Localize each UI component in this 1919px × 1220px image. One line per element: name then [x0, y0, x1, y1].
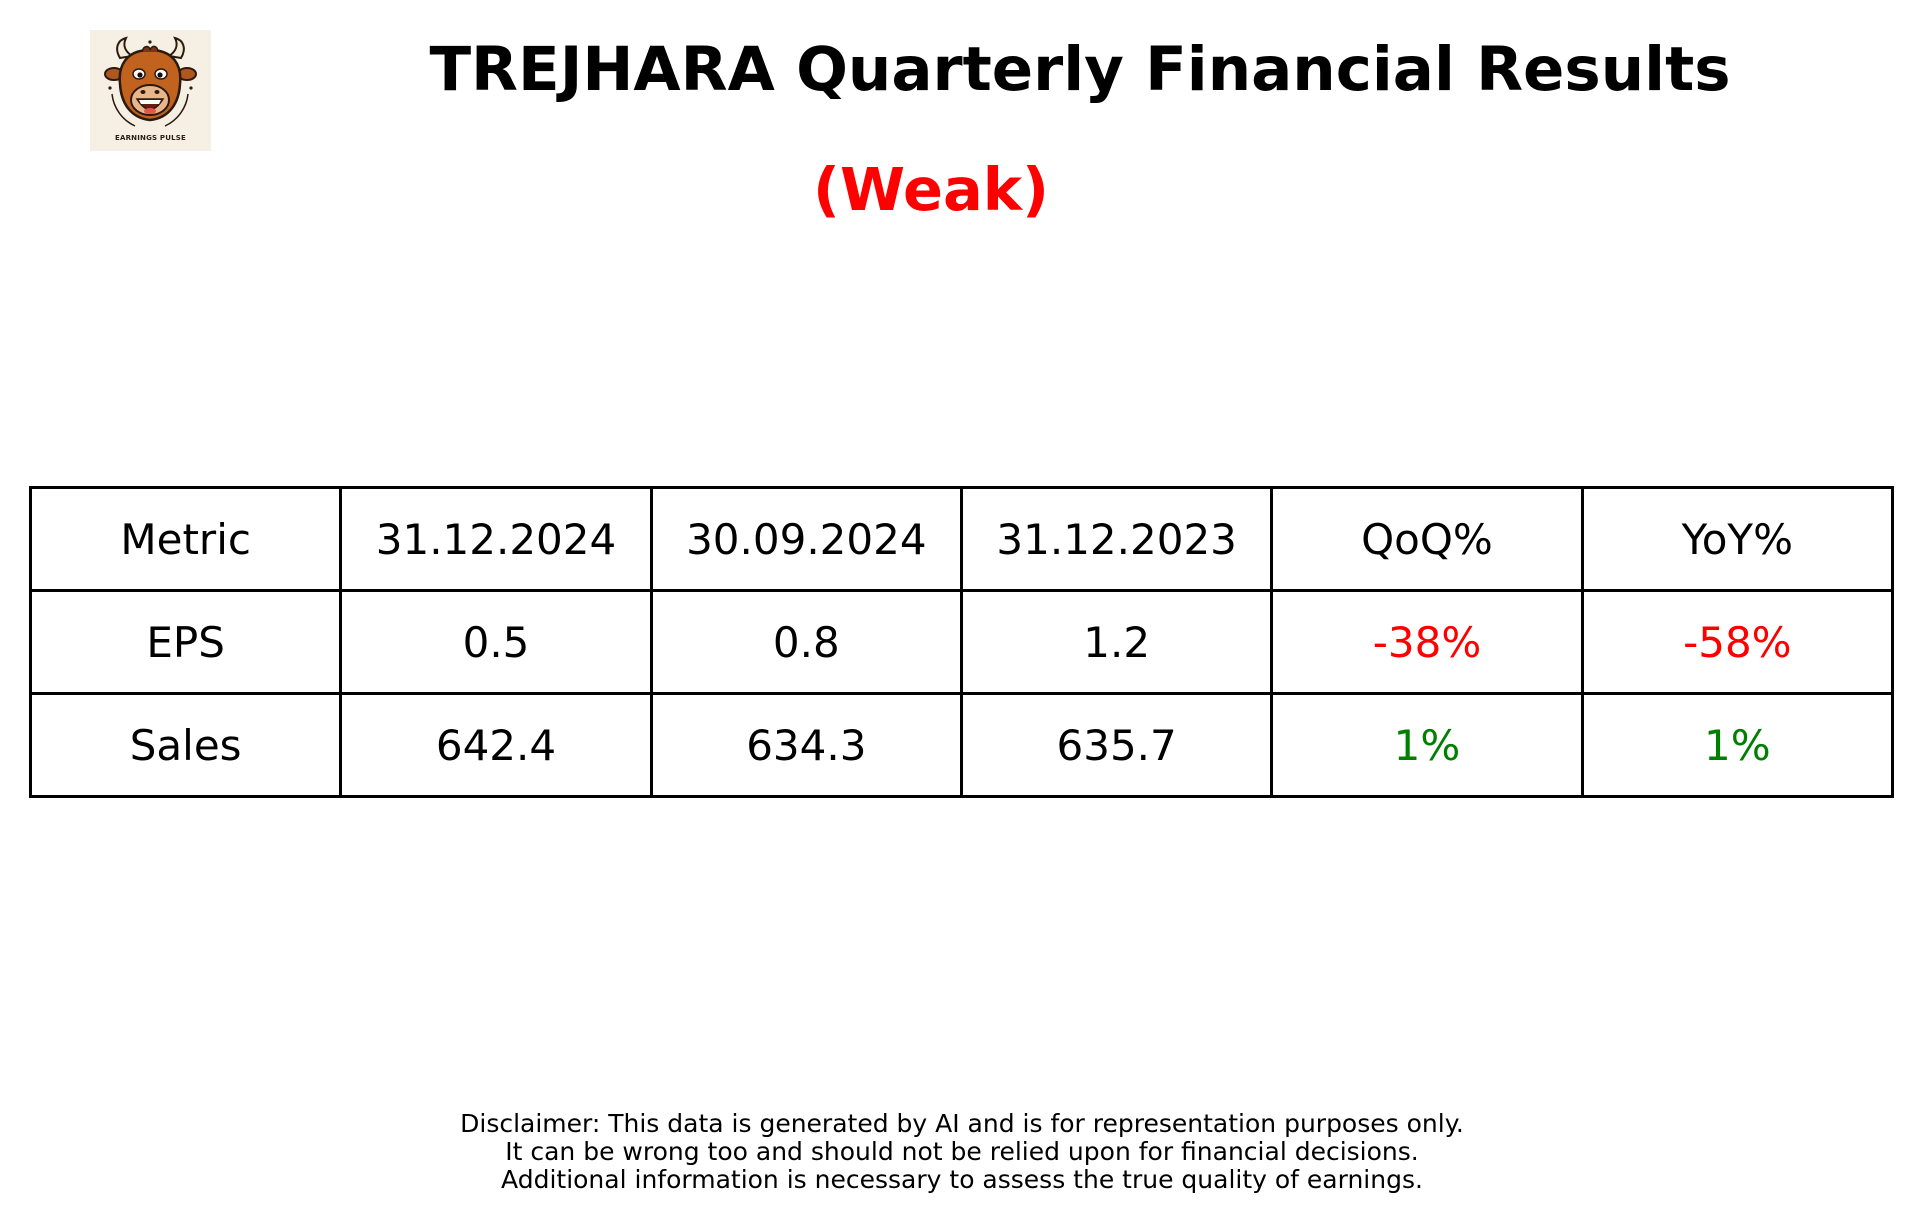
- qoq-cell: -38%: [1270, 589, 1584, 695]
- disclaimer: Disclaimer: This data is generated by AI…: [0, 1110, 1919, 1194]
- header-cell-current-quarter: 31.12.2024: [339, 486, 653, 592]
- table-header-row: Metric 31.12.2024 30.09.2024 31.12.2023 …: [28, 486, 1895, 592]
- table-row-eps: EPS 0.5 0.8 1.2 -38% -58%: [28, 589, 1895, 695]
- rating-label: (Weak): [813, 155, 1049, 224]
- logo-text: EARNINGS PULSE: [114, 134, 187, 142]
- disclaimer-line: It can be wrong too and should not be re…: [505, 1137, 1419, 1166]
- yoy-cell: 1%: [1580, 692, 1895, 798]
- value-cell: 634.3: [649, 692, 963, 798]
- bull-mascot-icon: [104, 36, 197, 127]
- header-cell-year-ago-quarter: 31.12.2023: [959, 486, 1274, 592]
- header-cell-metric: Metric: [28, 486, 343, 592]
- value-cell: 0.8: [649, 589, 963, 695]
- page-title: TREJHARA Quarterly Financial Results: [429, 34, 1731, 105]
- header-cell-yoy: YoY%: [1580, 486, 1895, 592]
- results-table: Metric 31.12.2024 30.09.2024 31.12.2023 …: [28, 486, 1895, 798]
- logo: EARNINGS PULSE: [90, 30, 211, 151]
- value-cell: 1.2: [959, 589, 1274, 695]
- value-cell: 642.4: [339, 692, 653, 798]
- qoq-cell: 1%: [1270, 692, 1584, 798]
- disclaimer-line: Disclaimer: This data is generated by AI…: [460, 1109, 1464, 1138]
- disclaimer-line: Additional information is necessary to a…: [501, 1165, 1423, 1194]
- yoy-cell: -58%: [1580, 589, 1895, 695]
- header-cell-qoq: QoQ%: [1270, 486, 1584, 592]
- value-cell: 0.5: [339, 589, 653, 695]
- header-cell-previous-quarter: 30.09.2024: [649, 486, 963, 592]
- value-cell: 635.7: [959, 692, 1274, 798]
- table-row-sales: Sales 642.4 634.3 635.7 1% 1%: [28, 692, 1895, 798]
- metric-cell: EPS: [28, 589, 343, 695]
- metric-cell: Sales: [28, 692, 343, 798]
